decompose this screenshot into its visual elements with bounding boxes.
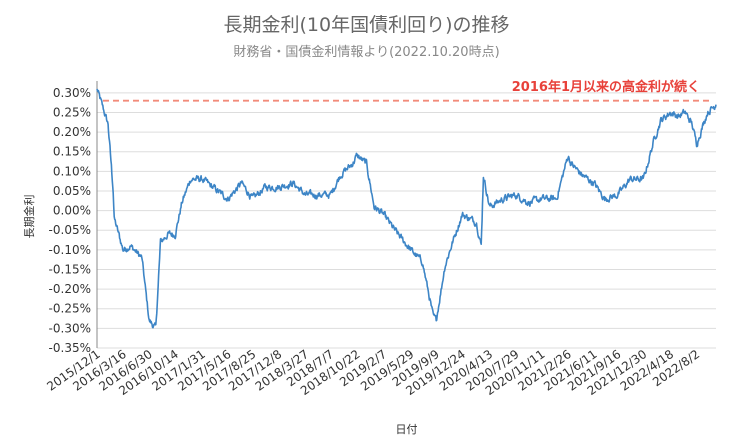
y-tick-label: 0.05% xyxy=(53,184,91,198)
gridlines xyxy=(97,92,716,349)
annotation-text: 2016年1月以来の高金利が続く xyxy=(512,79,700,95)
y-tick-label: 0.15% xyxy=(53,145,91,159)
y-tick-label: 0.25% xyxy=(53,105,91,119)
x-axis-label: 日付 xyxy=(396,423,418,436)
y-tick-label: 0.20% xyxy=(53,125,91,139)
series-line-yield xyxy=(96,88,717,329)
y-axis-ticks: -0.35% -0.30% -0.25% -0.20% -0.15% -0.10% -0.0… xyxy=(49,86,91,355)
y-tick-label: -0.25% xyxy=(49,302,91,316)
y-axis-label: 長期金利 xyxy=(22,195,36,239)
y-tick-label: -0.15% xyxy=(49,262,91,276)
y-tick-label: -0.10% xyxy=(49,243,91,257)
chart-subtitle: 財務省・国債金利情報より(2022.10.20時点) xyxy=(233,45,500,60)
y-tick-label: -0.05% xyxy=(49,223,91,237)
y-tick-label: -0.35% xyxy=(49,341,91,355)
y-tick-label: -0.30% xyxy=(49,321,91,335)
y-tick-label: 0.00% xyxy=(53,204,91,218)
x-axis-ticks: 2015/12/12016/3/162016/6/302016/10/14201… xyxy=(44,347,702,398)
y-tick-label: -0.20% xyxy=(49,282,91,296)
y-tick-label: 0.10% xyxy=(53,164,91,178)
y-tick-label: 0.30% xyxy=(53,86,91,100)
chart-title: 長期金利(10年国債利回り)の推移 xyxy=(223,14,510,36)
